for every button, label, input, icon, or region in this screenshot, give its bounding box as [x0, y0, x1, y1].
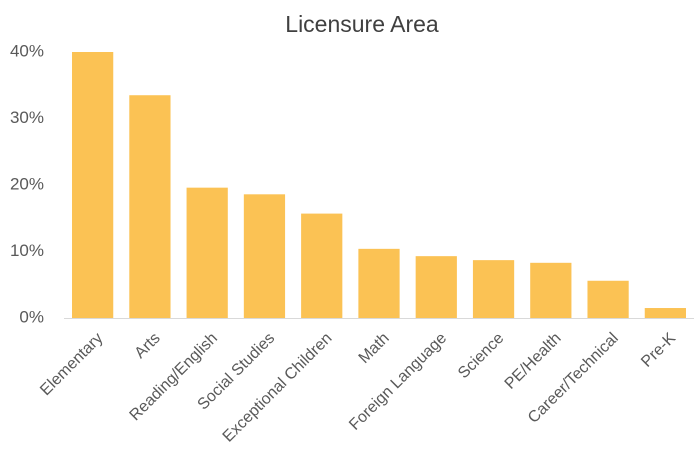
bar — [301, 213, 343, 318]
y-tick-label: 20% — [10, 174, 44, 193]
x-tick-label: Science — [455, 330, 507, 382]
bar — [129, 95, 171, 318]
y-tick-label: 30% — [10, 108, 44, 127]
bar — [530, 262, 572, 318]
bar — [243, 194, 286, 318]
bar — [472, 260, 515, 318]
bar — [415, 256, 457, 318]
x-tick-label: Pre-K — [638, 330, 679, 371]
x-tick-label: Elementary — [37, 330, 106, 399]
x-tick-label: Math — [356, 330, 393, 367]
x-tick-label: Arts — [132, 330, 164, 362]
bar — [587, 280, 629, 318]
bar — [72, 52, 114, 318]
y-tick-label: 40% — [10, 41, 44, 60]
x-tick-label: Exceptional Children — [220, 330, 336, 446]
bar — [644, 308, 686, 318]
bar — [358, 248, 400, 318]
y-tick-label: 10% — [10, 241, 44, 260]
chart-title: Licensure Area — [285, 11, 439, 37]
y-tick-label: 0% — [19, 307, 44, 326]
x-tick-label: Foreign Language — [346, 330, 450, 434]
bar — [186, 187, 228, 318]
